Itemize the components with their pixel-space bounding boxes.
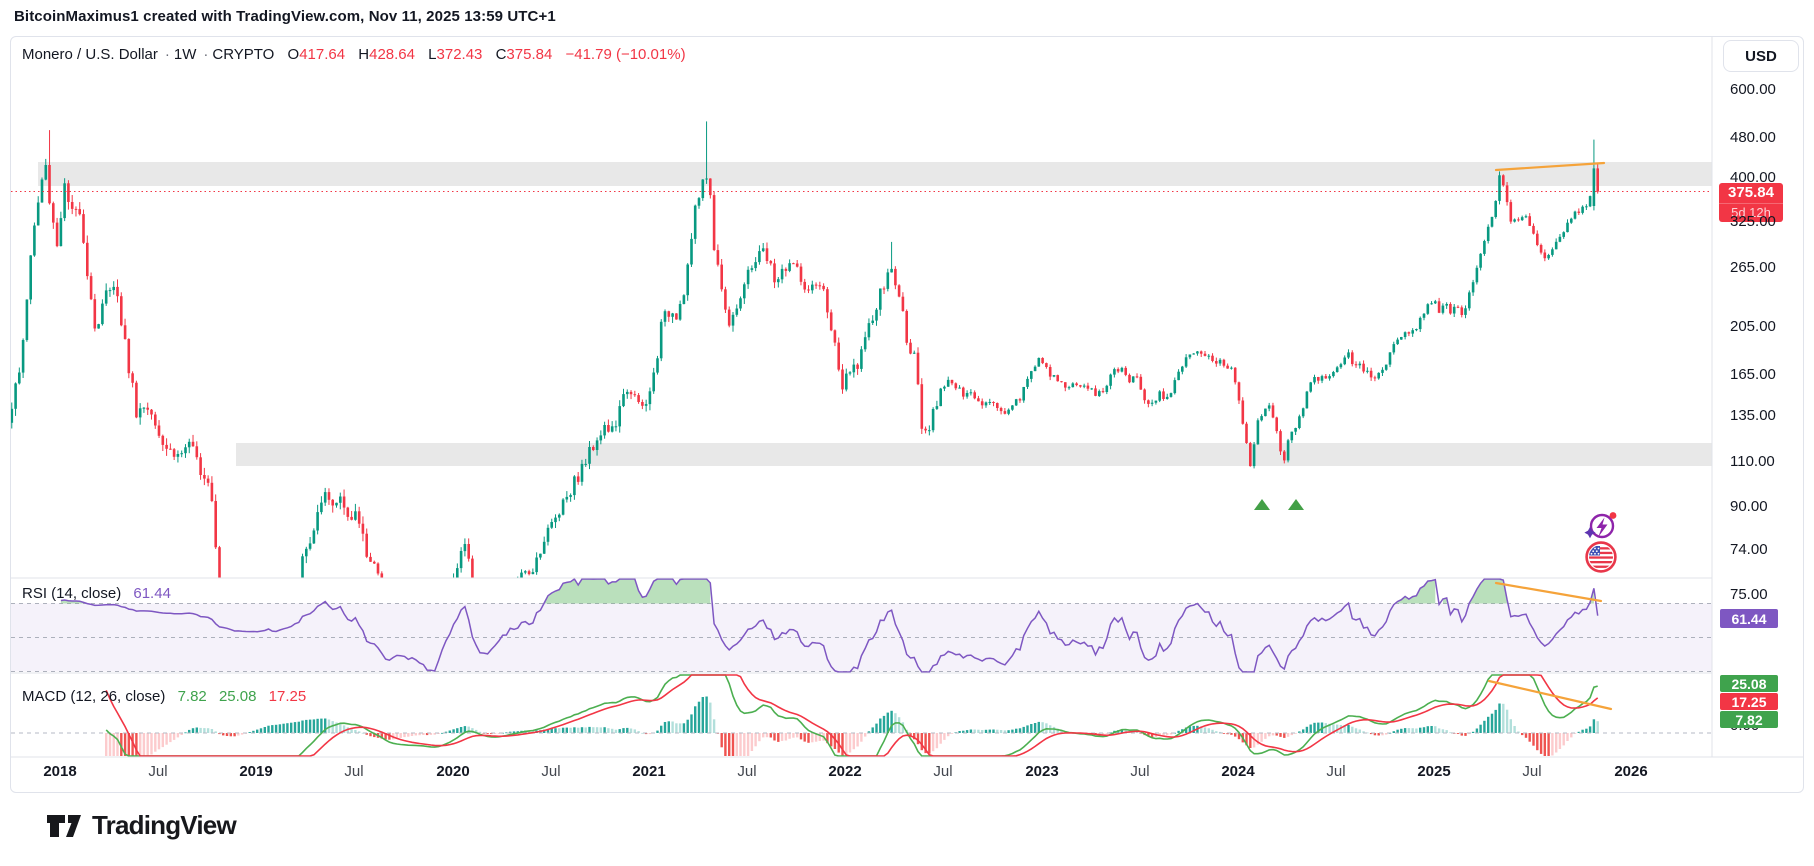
rsi-value: 61.44 <box>133 585 171 602</box>
us-flag-icon[interactable] <box>1585 541 1617 578</box>
time-axis[interactable]: 2018 Jul 2019 Jul 2020 Jul 2021 Jul 2022 Jul 2023 J… <box>11 757 1803 791</box>
time-axis-label: Jul <box>1326 763 1346 780</box>
legend-low-label: L <box>428 46 437 63</box>
time-axis-label: 2025 <box>1417 763 1451 780</box>
axis-price-label: 325.00 <box>1730 213 1776 230</box>
axis-price-label: 400.00 <box>1730 169 1776 186</box>
axis-price-label: 74.00 <box>1730 541 1768 558</box>
time-axis-label: 2021 <box>632 763 666 780</box>
ai-sparkle-icon[interactable] <box>1581 507 1619 550</box>
trendline <box>1494 161 1606 172</box>
legend-symbol[interactable]: Monero / U.S. Dollar <box>22 46 158 63</box>
time-axis-label: 2019 <box>239 763 273 780</box>
tradingview-logo-text: TradingView <box>92 810 237 840</box>
legend-open-value: 417.64 <box>299 46 346 63</box>
buy-marker <box>1254 499 1270 510</box>
time-axis-label: Jul <box>1522 763 1542 780</box>
axis-price-label: 165.00 <box>1730 366 1776 383</box>
rsi-label[interactable]: RSI (14, close) <box>22 585 122 602</box>
legend-high-label: H <box>358 46 370 63</box>
trendline <box>1487 679 1613 711</box>
time-axis-label: Jul <box>933 763 953 780</box>
current-price-badge: 375.84 5d 12h <box>1719 183 1783 222</box>
rsi-pane-label: RSI (14, close) 61.44 <box>22 585 171 602</box>
time-axis-label: Jul <box>1130 763 1150 780</box>
time-axis-label: 2024 <box>1221 763 1255 780</box>
axis-price-label: 600.00 <box>1730 81 1776 98</box>
axis-price-label: 90.00 <box>1730 498 1768 515</box>
time-axis-label: 2023 <box>1025 763 1059 780</box>
axis-price-label: 265.00 <box>1730 259 1776 276</box>
macd-label[interactable]: MACD (12, 26, close) <box>22 688 166 705</box>
time-axis-label: 2022 <box>828 763 862 780</box>
macd-pane-label: MACD (12, 26, close) 7.82 25.08 17.25 <box>22 688 306 705</box>
axis-price-label: 135.00 <box>1730 407 1776 424</box>
time-axis-label: 2018 <box>43 763 77 780</box>
axis-price-label: 205.00 <box>1730 318 1776 335</box>
price-zone <box>38 162 1712 186</box>
axis-price-label: 480.00 <box>1730 129 1776 146</box>
tradingview-logo[interactable]: TradingView <box>46 810 237 841</box>
current-price-value: 375.84 <box>1728 184 1774 201</box>
macd-line <box>105 674 1598 757</box>
rsi-value-badge: 61.44 <box>1720 609 1778 628</box>
time-axis-label: Jul <box>541 763 561 780</box>
rsi-line <box>60 578 1599 673</box>
axis-price-label: 110.00 <box>1730 453 1775 470</box>
legend-low-value: 372.43 <box>436 46 483 63</box>
legend-open-label: O <box>287 46 300 63</box>
legend-interval[interactable]: 1W <box>173 46 197 63</box>
axis-price-label: 75.00 <box>1730 586 1768 603</box>
legend-high-value: 428.64 <box>369 46 415 63</box>
time-axis-label: 2026 <box>1614 763 1648 780</box>
macd-line-value: 25.08 <box>218 688 257 705</box>
price-zone <box>236 443 1712 466</box>
macd-value-badge: 25.08 <box>1720 675 1778 692</box>
time-axis-label: 2020 <box>436 763 470 780</box>
legend-change: −41.79 (−10.01%) <box>565 46 686 63</box>
rsi-pane-layer <box>11 578 1712 673</box>
legend-market: CRYPTO <box>212 46 275 63</box>
currency-toggle-button[interactable]: USD <box>1723 40 1799 72</box>
legend-separator: · <box>203 46 209 63</box>
time-axis-label: Jul <box>344 763 364 780</box>
price-axis[interactable]: 375.84 5d 12h 61.44 600.00 480.00 400.00 32… <box>1712 0 1814 792</box>
symbol-legend: Monero / U.S. Dollar · 1W · CRYPTO O417.64 H… <box>22 46 689 63</box>
buy-marker <box>1288 499 1304 510</box>
time-axis-label: Jul <box>737 763 757 780</box>
macd-value-badge: 17.25 <box>1720 693 1778 710</box>
tradingview-logo-mark <box>47 814 81 837</box>
macd-signal-value: 17.25 <box>268 688 307 705</box>
time-axis-label: Jul <box>148 763 168 780</box>
macd-hist-value: 7.82 <box>177 688 207 705</box>
trendline <box>1494 581 1603 603</box>
macd-pane-layer <box>11 674 1712 757</box>
macd-signal-line <box>105 674 1599 757</box>
attribution-header: BitcoinMaximus1 created with TradingView… <box>14 8 556 25</box>
price-chart-canvas[interactable] <box>11 37 1803 758</box>
main-pane-layer <box>11 121 1712 578</box>
legend-close-label: C <box>495 46 507 63</box>
macd-value-badge: 7.82 <box>1720 711 1778 728</box>
legend-separator: · <box>164 46 170 63</box>
bar-countdown: 5d 12h <box>1719 203 1783 222</box>
legend-close-value: 375.84 <box>506 46 553 63</box>
